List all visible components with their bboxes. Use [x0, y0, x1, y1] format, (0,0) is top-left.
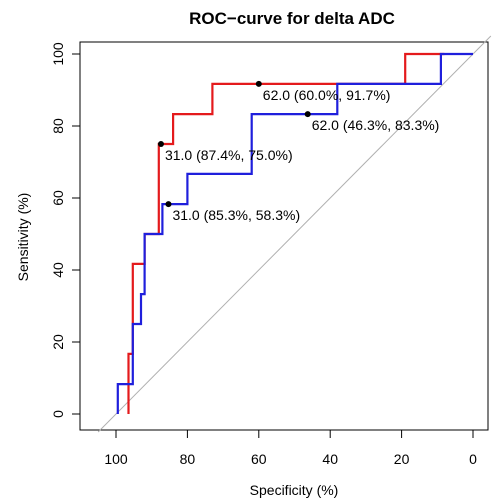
x-tick-label: 60: [251, 451, 267, 467]
x-axis-label: Specificity (%): [250, 482, 339, 498]
y-tick-label: 0: [50, 410, 66, 418]
chart-title: ROC−curve for delta ADC: [189, 9, 395, 28]
roc-curve-1: [127, 52, 445, 414]
y-tick-label: 20: [50, 334, 66, 350]
x-tick-label: 100: [104, 451, 128, 467]
threshold-point: [165, 201, 172, 208]
threshold-label: 31.0 (87.4%, 75.0%): [165, 147, 293, 163]
threshold-point: [304, 111, 311, 118]
y-axis-label: Sensitivity (%): [15, 193, 31, 282]
x-tick-label: 80: [180, 451, 196, 467]
y-axis: 0 20 40 60 80 100: [50, 42, 81, 418]
threshold-label: 62.0 (46.3%, 83.3%): [312, 117, 440, 133]
reference-diagonal: [97, 35, 492, 433]
y-tick-label: 40: [50, 262, 66, 278]
threshold-point: [157, 141, 164, 147]
x-tick-label: 40: [322, 451, 338, 467]
y-tick-label: 80: [50, 118, 66, 134]
threshold-label: 31.0 (85.3%, 58.3%): [172, 207, 300, 223]
threshold-label: 62.0 (60.0%, 91.7%): [263, 87, 391, 103]
x-tick-label: 20: [394, 451, 410, 467]
x-axis: 100 80 60 40 20 0: [104, 429, 477, 467]
x-tick-label: 0: [469, 451, 477, 467]
y-tick-label: 100: [50, 42, 66, 66]
plot-area: 31.0 (87.4%, 75.0%) 31.0 (85.3%, 58.3%) 62…: [97, 35, 492, 433]
threshold-point: [255, 80, 262, 87]
y-tick-label: 60: [50, 190, 66, 206]
roc-curve-2: [116, 52, 473, 414]
